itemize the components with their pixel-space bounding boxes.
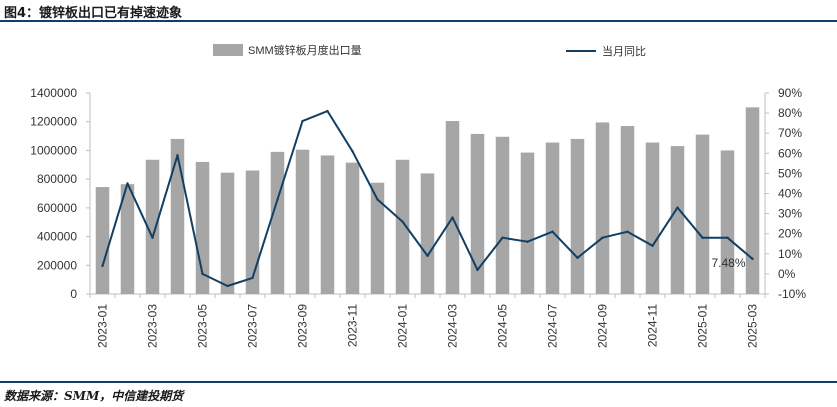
bar-2024-05	[495, 136, 510, 294]
bar-2024-08	[570, 138, 585, 294]
line-point-2023-10	[326, 109, 329, 113]
bar-2023-12	[370, 182, 385, 294]
bar-2024-02	[420, 173, 435, 294]
figure-title: 图4：镀锌板出口已有掉速迹象	[4, 6, 183, 21]
x-tick-label: 2023-01	[96, 304, 110, 348]
line-point-2024-12	[676, 206, 679, 209]
line-point-2023-02	[126, 182, 129, 185]
x-tick-label: 2023-03	[146, 304, 160, 348]
line-point-2023-12	[376, 198, 379, 201]
y-right-tick-label: 30%	[778, 207, 802, 221]
line-point-2023-06	[226, 284, 229, 288]
y-left-tick-label: 1200000	[30, 115, 77, 129]
line-point-2024-08	[576, 256, 579, 260]
y-right-tick-label: 40%	[778, 187, 802, 201]
bar-2024-03	[445, 120, 460, 294]
line-point-2023-05	[201, 272, 204, 276]
bar-2025-02	[720, 150, 735, 294]
bar-2025-01	[695, 134, 710, 294]
bar-2023-11	[345, 162, 360, 294]
x-tick-label: 2023-07	[246, 304, 260, 348]
x-tick-label: 2025-01	[696, 304, 710, 348]
line-point-2024-06	[526, 240, 529, 243]
bars	[95, 107, 760, 295]
x-tick-label: 2024-09	[596, 304, 610, 348]
bar-2023-06	[220, 172, 235, 294]
y-left-tick-label: 200000	[37, 258, 77, 272]
legend-bar-label: SMM镀锌板月度出口量	[248, 43, 362, 57]
bar-2024-10	[620, 126, 635, 295]
bar-2024-04	[470, 133, 485, 294]
line-point-2023-03	[151, 236, 154, 239]
bar-2025-03	[745, 107, 760, 294]
line-point-2023-09	[301, 119, 304, 123]
y-right-tick-label: 70%	[778, 126, 802, 140]
bar-2024-09	[595, 122, 610, 294]
x-tick-label: 2025-03	[746, 304, 760, 348]
line-point-2025-02	[726, 236, 729, 239]
line-point-2023-04	[176, 154, 179, 157]
y-left-tick-label: 400000	[37, 230, 77, 244]
data-label-latest: 7.48%	[711, 256, 745, 270]
line-point-2023-07	[251, 276, 254, 280]
y-right-tick-label: -10%	[778, 287, 806, 301]
x-tick-label: 2024-07	[546, 304, 560, 348]
y-left-tick-label: 1000000	[30, 143, 77, 157]
line-point-2025-03	[751, 257, 754, 261]
bar-2024-01	[395, 159, 410, 294]
x-tick-label: 2024-01	[396, 304, 410, 348]
bottom-rule	[0, 381, 837, 383]
export-chart: SMM镀锌板月度出口量 当月同比 0 200000 400000 600000 8000…	[30, 43, 806, 348]
line-point-2024-07	[551, 230, 554, 233]
yoy-line	[101, 109, 754, 288]
line-point-2023-11	[351, 150, 354, 153]
line-point-2024-11	[651, 244, 654, 247]
bar-2023-04	[170, 138, 185, 294]
x-tick-label: 2024-03	[446, 304, 460, 348]
line-point-2024-02	[426, 254, 429, 258]
bar-2023-02	[120, 184, 135, 294]
line-point-2024-09	[601, 236, 604, 239]
y-right-tick-label: 60%	[778, 146, 802, 160]
bar-2024-07	[545, 142, 560, 294]
bar-2023-03	[145, 159, 160, 294]
bar-2023-01	[95, 187, 110, 294]
bar-2023-10	[320, 155, 335, 294]
legend-bar-swatch	[213, 44, 243, 56]
x-tick-label: 2024-11	[646, 304, 660, 347]
y-right-tick-label: 0%	[778, 267, 796, 281]
line-point-2025-01	[701, 236, 704, 239]
source-note: 数据来源：SMM，中信建投期货	[4, 389, 184, 403]
line-point-2024-05	[501, 236, 504, 239]
y-right-tick-label: 10%	[778, 247, 802, 261]
top-rule	[0, 20, 837, 22]
y-right-tick-label: 90%	[778, 86, 802, 100]
bar-2024-11	[645, 142, 660, 294]
y-right-tick-label: 20%	[778, 227, 802, 241]
bar-2023-09	[295, 149, 310, 294]
bar-2023-08	[270, 151, 285, 294]
x-tick-label: 2023-05	[196, 304, 210, 348]
x-tick-label: 2023-09	[296, 304, 310, 348]
line-point-2024-03	[451, 216, 454, 219]
bar-2024-12	[670, 146, 685, 294]
y-left-tick-label: 800000	[37, 172, 77, 186]
line-point-2024-10	[626, 230, 629, 233]
x-tick-label: 2023-11	[346, 304, 360, 347]
bar-2024-06	[520, 152, 535, 294]
legend-line-label: 当月同比	[602, 44, 646, 58]
tick-labels: 0 200000 400000 600000 800000 1000000 1200000 1…	[30, 86, 806, 348]
y-left-tick-label: 600000	[37, 201, 77, 215]
bar-2023-07	[245, 170, 260, 294]
y-left-tick-label: 0	[70, 287, 77, 301]
y-left-tick-label: 1400000	[30, 86, 77, 100]
y-right-tick-label: 80%	[778, 106, 802, 120]
line-point-2024-01	[401, 220, 404, 223]
line-point-2023-01	[101, 264, 104, 268]
legend: SMM镀锌板月度出口量 当月同比	[213, 43, 646, 58]
y-right-tick-label: 50%	[778, 166, 802, 180]
line-point-2024-04	[476, 268, 479, 272]
x-tick-label: 2024-05	[496, 304, 510, 348]
line-point-2023-08	[276, 198, 279, 201]
